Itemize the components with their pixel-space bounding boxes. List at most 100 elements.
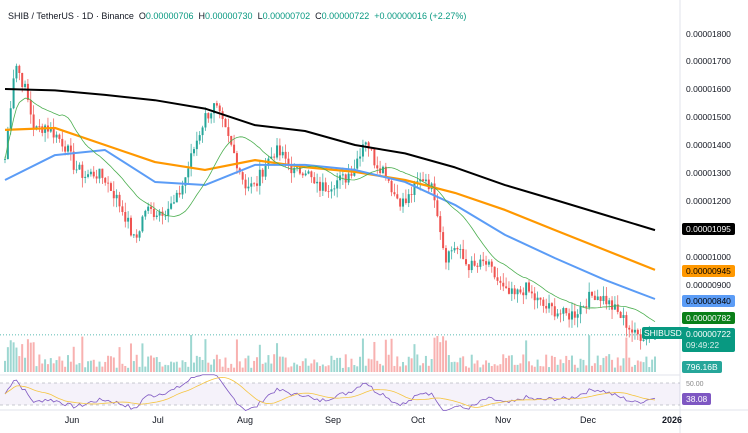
- volume-bar: [565, 355, 568, 372]
- candle-body: [313, 177, 316, 184]
- candle-body: [207, 113, 210, 119]
- candle-body: [310, 171, 313, 178]
- volume-bar: [215, 354, 218, 372]
- candle-body: [453, 248, 456, 251]
- volume-bar: [192, 362, 195, 372]
- volume-bar: [304, 358, 307, 372]
- volume-bar: [278, 356, 281, 372]
- candle-body: [253, 183, 256, 185]
- volume-bar: [596, 355, 599, 372]
- ma50-label: 0.00000840: [682, 295, 735, 307]
- candle-body: [224, 119, 227, 128]
- candle-body: [376, 165, 379, 169]
- volume-bar: [270, 363, 273, 372]
- bar-countdown: 09:49:22: [686, 340, 720, 350]
- candle-body: [459, 248, 462, 250]
- volume-bar: [241, 367, 244, 372]
- volume-bar: [341, 367, 344, 372]
- volume-bar: [450, 362, 453, 372]
- volume-bar: [281, 356, 284, 372]
- volume-bar: [284, 357, 287, 372]
- candle-body: [364, 142, 367, 145]
- volume-bar: [81, 336, 84, 372]
- candle-body: [548, 303, 551, 309]
- volume-bar: [58, 356, 61, 372]
- volume-bar: [376, 360, 379, 372]
- close-value: 0.00000722: [321, 11, 370, 21]
- volume-bar: [619, 365, 622, 372]
- candle-body: [359, 156, 362, 159]
- candle-body: [493, 266, 496, 278]
- volume-bar: [350, 358, 353, 372]
- candle-body: [568, 313, 571, 320]
- volume-bar: [290, 366, 293, 372]
- volume-bar: [21, 344, 24, 372]
- candle-body: [78, 164, 81, 170]
- volume-bar: [556, 364, 559, 372]
- candle-body: [121, 206, 124, 213]
- price-tick: 0.00001200: [686, 196, 731, 206]
- volume-bar: [442, 336, 445, 372]
- candle-body: [553, 306, 556, 317]
- volume-bar: [379, 363, 382, 372]
- volume-bar: [393, 365, 396, 372]
- candle-body: [127, 217, 130, 222]
- candle-body: [336, 180, 339, 189]
- volume-bar: [301, 361, 304, 372]
- candle-body: [84, 176, 87, 178]
- volume-bar: [316, 362, 319, 372]
- candle-body: [622, 315, 625, 318]
- candle-body: [387, 178, 390, 181]
- volume-bar: [528, 361, 531, 372]
- candle-body: [530, 291, 533, 294]
- candle-body: [184, 177, 187, 186]
- volume-bar: [330, 355, 333, 372]
- volume-bar: [553, 356, 556, 372]
- candle-body: [264, 165, 267, 177]
- candle-body: [135, 234, 138, 238]
- volume-bar: [593, 363, 596, 372]
- volume-bar: [178, 367, 181, 372]
- candle-body: [433, 183, 436, 201]
- candle-body: [539, 297, 542, 300]
- volume-bar: [536, 359, 539, 372]
- candle-body: [613, 304, 616, 310]
- volume-bar: [422, 363, 425, 372]
- volume-bar: [591, 365, 594, 372]
- volume-bar: [187, 366, 190, 372]
- volume-bar: [548, 367, 551, 372]
- volume-bar: [61, 360, 64, 372]
- candle-body: [381, 166, 384, 174]
- volume-bar: [359, 356, 362, 372]
- candle-body: [619, 311, 622, 318]
- volume-bar: [138, 366, 141, 372]
- volume-bar: [26, 339, 29, 372]
- volume-bar: [387, 354, 390, 372]
- candle-body: [344, 174, 347, 183]
- volume-bar: [224, 357, 227, 372]
- volume-bar: [46, 364, 49, 372]
- low-value: 0.00000702: [262, 11, 311, 21]
- volume-bar: [264, 362, 267, 372]
- volume-bar: [402, 361, 405, 372]
- candle-body: [167, 208, 170, 216]
- candle-body: [605, 295, 608, 305]
- volume-bar: [255, 357, 258, 372]
- volume-bar: [261, 363, 264, 372]
- candle-body: [639, 334, 642, 341]
- volume-bar: [195, 355, 198, 372]
- candle-body: [287, 158, 290, 165]
- candle-body: [393, 192, 396, 195]
- candle-body: [591, 291, 594, 296]
- volume-bar: [121, 363, 124, 372]
- candle-body: [101, 168, 104, 178]
- candle-body: [487, 261, 490, 265]
- time-label: Nov: [494, 415, 512, 425]
- volume-bar: [605, 356, 608, 372]
- candle-body: [29, 99, 32, 115]
- candle-body: [98, 168, 101, 179]
- candle-body: [361, 144, 364, 157]
- candle-body: [201, 127, 204, 136]
- volume-bar: [296, 364, 299, 372]
